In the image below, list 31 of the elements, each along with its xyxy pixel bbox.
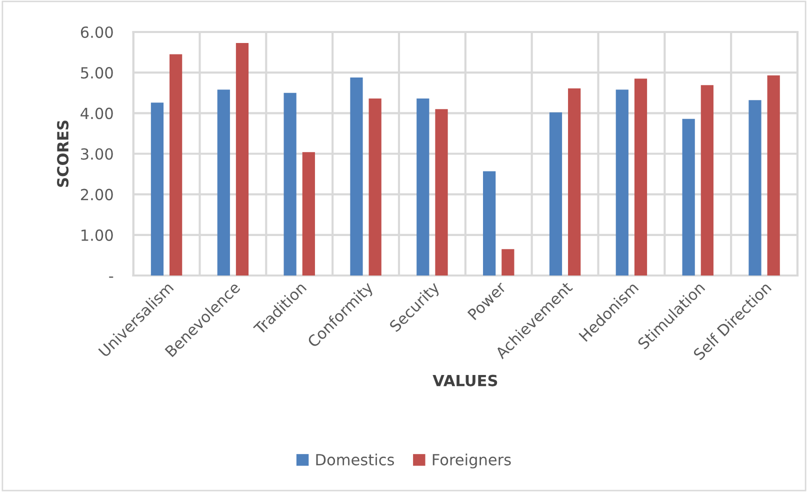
bar [502,249,514,276]
bar [549,112,562,276]
bar [236,42,249,276]
bar [568,88,581,276]
bar [483,171,496,276]
y-tick-label: - [109,276,114,278]
y-tick-label: 3.00 [81,148,113,160]
bar [767,75,780,276]
x-axis-title: VALUES [432,374,498,386]
bar [170,54,182,276]
y-tick-label: 1.00 [82,229,113,241]
bar [748,100,762,276]
y-tick-label: 5.00 [81,67,113,79]
bar [634,78,648,276]
y-tick-label: 6.00 [80,26,113,38]
y-tick-label: 2.00 [80,188,113,200]
bar [682,118,695,276]
y-axis-title: SCORES [57,120,69,187]
legend-label: Domestics [316,454,394,466]
bar [435,109,448,276]
bar [217,90,230,276]
y-tick-label: 4.00 [80,108,113,120]
bar [284,92,296,276]
bar [616,90,628,276]
bar [416,98,430,276]
legend-label: Foreigners [432,454,511,468]
bar [150,102,164,276]
bar [350,77,363,276]
bar [700,85,714,276]
bar [302,152,315,276]
bar [368,98,382,276]
